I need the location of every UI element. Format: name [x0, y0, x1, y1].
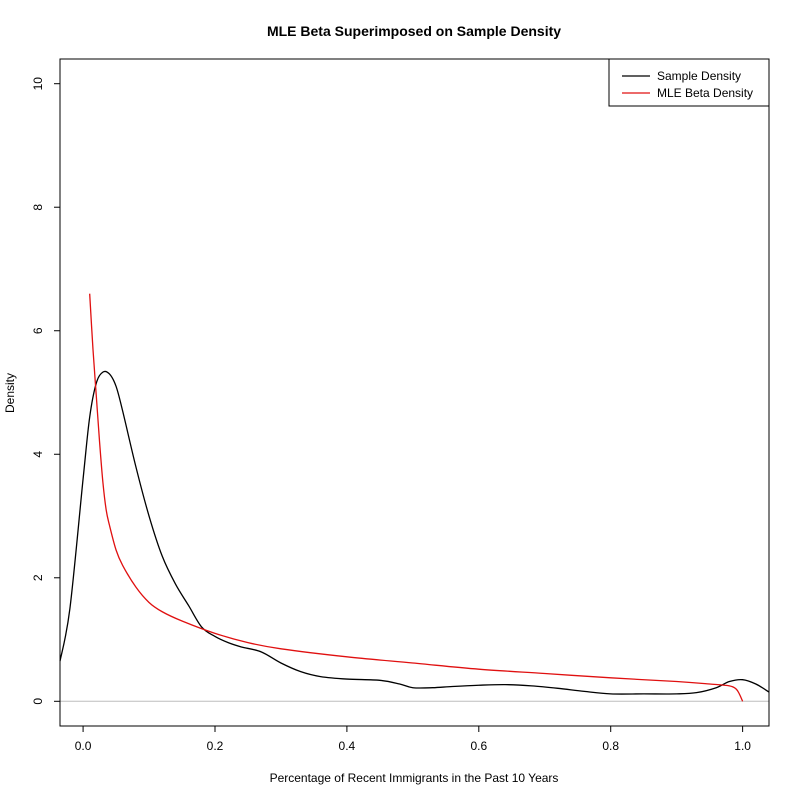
y-tick-label: 0 — [31, 698, 45, 705]
legend-label-mle-beta-density: MLE Beta Density — [657, 86, 753, 100]
legend-box — [608, 58, 770, 107]
plot-frame — [59, 58, 770, 727]
x-tick-label: 0.6 — [470, 739, 487, 753]
x-tick-label: 0.2 — [207, 739, 224, 753]
series-line-sample-density — [59, 370, 770, 695]
y-tick-label: 4 — [31, 451, 45, 458]
x-tick-label: 0.8 — [602, 739, 619, 753]
y-axis-label: Density — [3, 373, 17, 413]
y-axis: 0 2 4 6 8 10 — [31, 77, 60, 705]
y-tick-label: 8 — [31, 204, 45, 211]
x-tick-label: 0.0 — [75, 739, 92, 753]
series-line-mle-beta-density — [89, 293, 744, 702]
legend-label-sample-density: Sample Density — [657, 69, 741, 83]
chart-title: MLE Beta Superimposed on Sample Density — [267, 23, 561, 39]
x-tick-label: 1.0 — [734, 739, 751, 753]
x-axis-label: Percentage of Recent Immigrants in the P… — [270, 771, 559, 785]
x-axis: 0.0 0.2 0.4 0.6 0.8 1.0 — [75, 726, 751, 753]
series-layer — [59, 293, 770, 702]
y-tick-label: 2 — [31, 574, 45, 581]
x-tick-label: 0.4 — [339, 739, 356, 753]
legend: Sample Density MLE Beta Density — [608, 58, 770, 107]
y-tick-label: 10 — [31, 77, 45, 91]
y-tick-label: 6 — [31, 327, 45, 334]
